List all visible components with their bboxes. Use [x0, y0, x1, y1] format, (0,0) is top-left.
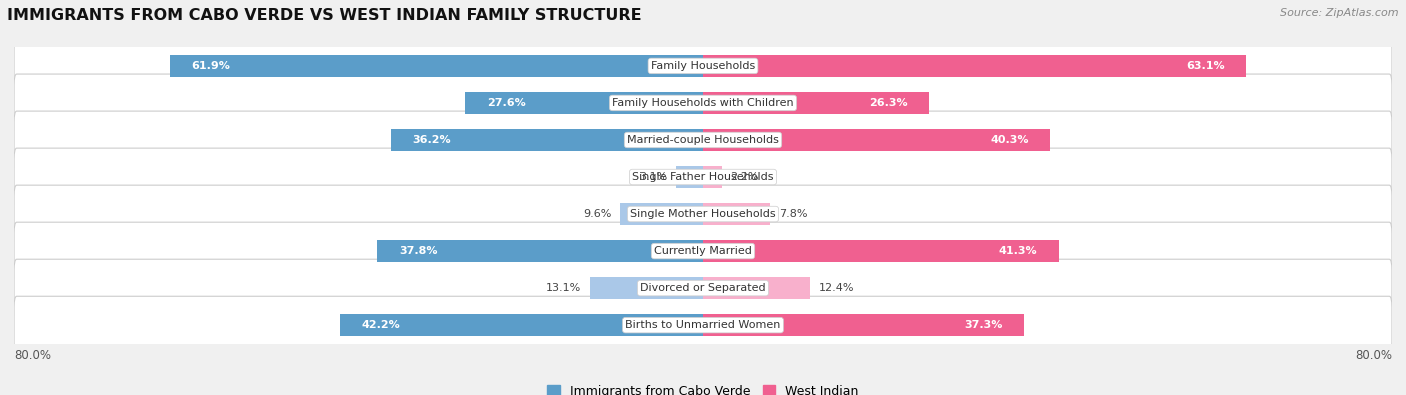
Text: 80.0%: 80.0% [1355, 349, 1392, 362]
Text: 42.2%: 42.2% [361, 320, 399, 330]
Text: 41.3%: 41.3% [998, 246, 1038, 256]
Text: 36.2%: 36.2% [413, 135, 451, 145]
Bar [703, 129, 1050, 151]
Text: 12.4%: 12.4% [818, 283, 853, 293]
Bar [703, 240, 1059, 262]
Bar [377, 240, 703, 262]
Legend: Immigrants from Cabo Verde, West Indian: Immigrants from Cabo Verde, West Indian [543, 380, 863, 395]
Text: IMMIGRANTS FROM CABO VERDE VS WEST INDIAN FAMILY STRUCTURE: IMMIGRANTS FROM CABO VERDE VS WEST INDIA… [7, 8, 641, 23]
FancyBboxPatch shape [14, 37, 1392, 95]
Text: Source: ZipAtlas.com: Source: ZipAtlas.com [1281, 8, 1399, 18]
Text: 40.3%: 40.3% [990, 135, 1029, 145]
Text: Currently Married: Currently Married [654, 246, 752, 256]
Text: Married-couple Households: Married-couple Households [627, 135, 779, 145]
Bar [703, 203, 770, 225]
FancyBboxPatch shape [14, 74, 1392, 132]
Bar [703, 277, 810, 299]
Text: 13.1%: 13.1% [547, 283, 582, 293]
Bar [703, 314, 1024, 336]
FancyBboxPatch shape [14, 148, 1392, 206]
FancyBboxPatch shape [14, 259, 1392, 317]
FancyBboxPatch shape [14, 111, 1392, 169]
FancyBboxPatch shape [14, 222, 1392, 280]
Bar [620, 203, 703, 225]
Bar [391, 129, 703, 151]
Bar [676, 166, 703, 188]
Text: 9.6%: 9.6% [583, 209, 612, 219]
Bar [465, 92, 703, 114]
Bar [703, 92, 929, 114]
Text: 61.9%: 61.9% [191, 61, 231, 71]
Text: 80.0%: 80.0% [14, 349, 51, 362]
Text: 26.3%: 26.3% [869, 98, 908, 108]
Bar [703, 55, 1246, 77]
Text: Single Father Households: Single Father Households [633, 172, 773, 182]
Bar [591, 277, 703, 299]
Text: 37.8%: 37.8% [399, 246, 437, 256]
Bar [340, 314, 703, 336]
Bar [703, 166, 721, 188]
FancyBboxPatch shape [14, 185, 1392, 243]
Bar [170, 55, 703, 77]
Text: Divorced or Separated: Divorced or Separated [640, 283, 766, 293]
Text: 37.3%: 37.3% [965, 320, 1002, 330]
Text: 2.2%: 2.2% [731, 172, 759, 182]
Text: 7.8%: 7.8% [779, 209, 807, 219]
Text: Family Households with Children: Family Households with Children [612, 98, 794, 108]
Text: Births to Unmarried Women: Births to Unmarried Women [626, 320, 780, 330]
Text: Family Households: Family Households [651, 61, 755, 71]
Text: 27.6%: 27.6% [486, 98, 526, 108]
Text: 63.1%: 63.1% [1187, 61, 1225, 71]
FancyBboxPatch shape [14, 296, 1392, 354]
Text: 3.1%: 3.1% [640, 172, 668, 182]
Text: Single Mother Households: Single Mother Households [630, 209, 776, 219]
